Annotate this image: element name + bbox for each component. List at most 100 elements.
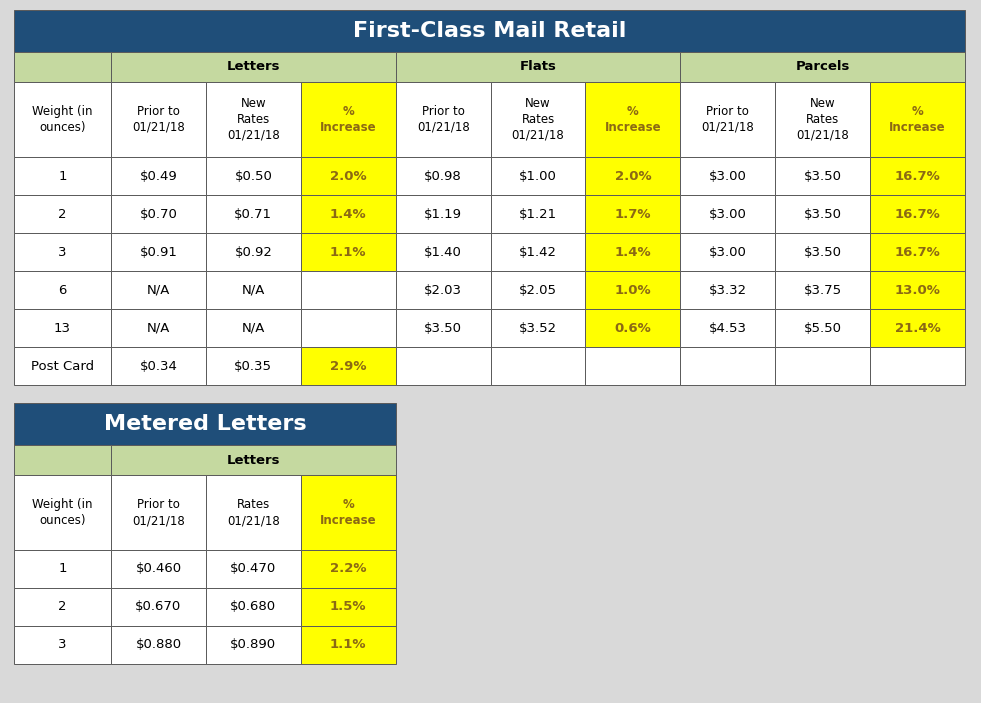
Bar [111, 550, 206, 588]
Bar [395, 157, 490, 195]
Bar [301, 82, 395, 157]
Text: Weight (in
ounces): Weight (in ounces) [32, 105, 93, 134]
Text: $0.35: $0.35 [234, 359, 273, 373]
Bar [301, 475, 395, 550]
Bar [681, 271, 775, 309]
Bar [586, 347, 681, 385]
Bar [870, 347, 965, 385]
Text: 16.7%: 16.7% [895, 207, 941, 221]
Text: 2.9%: 2.9% [330, 359, 367, 373]
Bar [301, 347, 395, 385]
Text: 3: 3 [58, 638, 67, 652]
Text: N/A: N/A [147, 321, 170, 335]
Bar [490, 195, 586, 233]
Bar [301, 309, 395, 347]
Text: $0.92: $0.92 [234, 245, 273, 259]
Text: 16.7%: 16.7% [895, 169, 941, 183]
Bar [111, 52, 395, 82]
Text: Prior to
01/21/18: Prior to 01/21/18 [701, 105, 754, 134]
Bar [301, 588, 395, 626]
Text: $0.890: $0.890 [231, 638, 277, 652]
Text: 1.4%: 1.4% [614, 245, 651, 259]
Text: $3.50: $3.50 [803, 245, 842, 259]
Bar [490, 157, 586, 195]
Text: $3.50: $3.50 [803, 207, 842, 221]
Bar [775, 233, 870, 271]
Bar [14, 10, 965, 52]
Bar [14, 82, 111, 157]
Text: 13.0%: 13.0% [895, 283, 941, 297]
Text: 1: 1 [58, 562, 67, 576]
Text: 1.4%: 1.4% [330, 207, 367, 221]
Text: $1.00: $1.00 [519, 169, 557, 183]
Text: $0.70: $0.70 [139, 207, 178, 221]
Text: $1.40: $1.40 [424, 245, 462, 259]
Bar [111, 195, 206, 233]
Bar [586, 309, 681, 347]
Bar [395, 82, 490, 157]
Text: $0.49: $0.49 [139, 169, 178, 183]
Bar [301, 550, 395, 588]
Bar [490, 233, 586, 271]
Bar [775, 82, 870, 157]
Bar [111, 445, 395, 475]
Bar [14, 233, 111, 271]
Bar [775, 195, 870, 233]
Text: $3.00: $3.00 [709, 245, 747, 259]
Text: $0.880: $0.880 [135, 638, 181, 652]
Text: 1.7%: 1.7% [615, 207, 651, 221]
Bar [206, 309, 301, 347]
Text: $0.680: $0.680 [231, 600, 277, 614]
Bar [206, 475, 301, 550]
Text: Flats: Flats [520, 60, 556, 74]
Bar [586, 157, 681, 195]
Bar [111, 82, 206, 157]
Bar [775, 157, 870, 195]
Bar [681, 52, 965, 82]
Text: %
Increase: % Increase [889, 105, 946, 134]
Text: $1.21: $1.21 [519, 207, 557, 221]
Bar [206, 347, 301, 385]
Bar [301, 195, 395, 233]
Bar [206, 588, 301, 626]
Bar [775, 271, 870, 309]
Bar [111, 271, 206, 309]
Text: First-Class Mail Retail: First-Class Mail Retail [353, 21, 626, 41]
Bar [870, 82, 965, 157]
Bar [206, 82, 301, 157]
Bar [586, 195, 681, 233]
Bar [206, 550, 301, 588]
Text: Letters: Letters [227, 60, 281, 74]
Bar [14, 403, 395, 445]
Text: $3.50: $3.50 [424, 321, 462, 335]
Text: Post Card: Post Card [31, 359, 94, 373]
Bar [870, 195, 965, 233]
Text: Metered Letters: Metered Letters [104, 414, 306, 434]
Bar [14, 626, 111, 664]
Bar [14, 588, 111, 626]
Text: $2.05: $2.05 [519, 283, 557, 297]
Bar [395, 195, 490, 233]
Text: Weight (in
ounces): Weight (in ounces) [32, 498, 93, 527]
Text: N/A: N/A [147, 283, 170, 297]
Text: N/A: N/A [241, 321, 265, 335]
Text: $0.50: $0.50 [234, 169, 273, 183]
Text: 2.0%: 2.0% [614, 169, 651, 183]
Text: 1.5%: 1.5% [330, 600, 367, 614]
Bar [14, 550, 111, 588]
Bar [395, 271, 490, 309]
Text: 2: 2 [58, 600, 67, 614]
Text: 13: 13 [54, 321, 71, 335]
Bar [111, 588, 206, 626]
Bar [395, 309, 490, 347]
Text: $3.52: $3.52 [519, 321, 557, 335]
Bar [490, 271, 586, 309]
Text: $0.670: $0.670 [135, 600, 181, 614]
Text: 0.6%: 0.6% [614, 321, 651, 335]
Text: %
Increase: % Increase [604, 105, 661, 134]
Bar [14, 157, 111, 195]
Text: 16.7%: 16.7% [895, 245, 941, 259]
Text: New
Rates
01/21/18: New Rates 01/21/18 [797, 97, 849, 142]
Bar [301, 271, 395, 309]
Bar [681, 309, 775, 347]
